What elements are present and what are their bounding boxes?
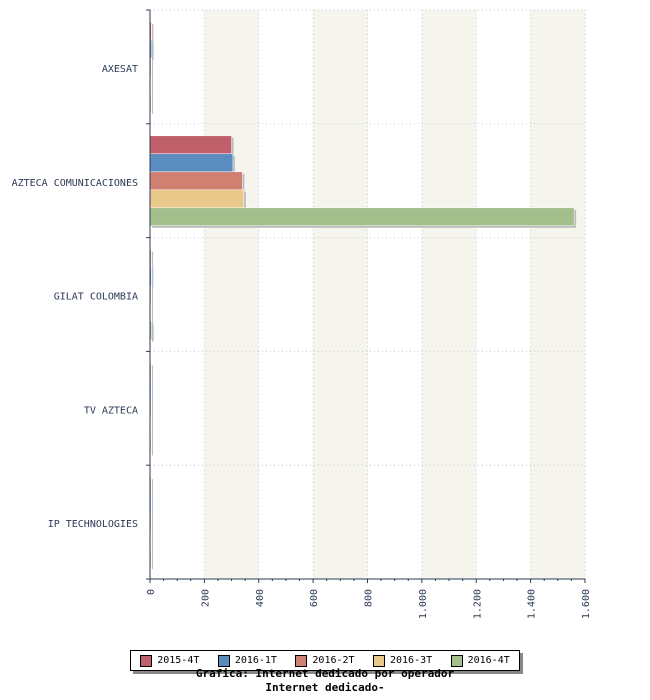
bar-shadow xyxy=(152,479,153,498)
grid-bands xyxy=(204,10,585,579)
bar-shadow xyxy=(152,323,154,342)
bar-shadow xyxy=(152,401,153,420)
bar-shadow xyxy=(152,305,153,324)
axes xyxy=(146,9,586,583)
legend-swatch xyxy=(450,654,463,667)
legend-swatch xyxy=(217,654,230,667)
bar-shadow xyxy=(152,533,153,552)
bar-2016-2T xyxy=(149,171,243,191)
bar-shadow xyxy=(152,551,153,570)
tick-labels: 0 200 400 600 800 1.000 1.200 1.400 1.600 xyxy=(146,589,592,619)
chart-subtitle: Internet dedicado- xyxy=(265,681,385,694)
bar-chart: AXESAT AZTECA COMUNICACIONES GILAT COLOMBI… xyxy=(12,9,592,619)
legend-swatch xyxy=(373,654,385,667)
category-label: AZTECA COMUNICACIONES xyxy=(12,178,138,189)
x-tick-label: 200 xyxy=(200,589,211,607)
grid-band xyxy=(313,10,368,579)
bar-shadow xyxy=(152,24,154,42)
x-tick-label: 400 xyxy=(255,589,266,607)
bar-shadow xyxy=(152,78,153,96)
bar-2015-4T xyxy=(149,135,232,155)
bar-shadow xyxy=(152,60,153,78)
bar-shadow xyxy=(152,437,153,456)
bar-shadow xyxy=(152,287,153,306)
legend: 2015-4T 2016-1T 2016-2T 2016-3T 2016-4T xyxy=(130,650,520,671)
x-tick-label: 0 xyxy=(146,589,157,595)
bar-shadow xyxy=(152,42,154,60)
chart-title: Grafica: Internet dedicado por operador xyxy=(195,667,455,680)
grid-band xyxy=(421,10,477,579)
legend-item: 2016-1T xyxy=(217,654,277,667)
bar-shadow xyxy=(152,515,153,534)
bar-2016-3T xyxy=(149,189,245,209)
bar-shadow xyxy=(152,383,153,402)
category-labels: AXESAT AZTECA COMUNICACIONES GILAT COLOMBI… xyxy=(12,64,138,530)
x-tick-label: 1.600 xyxy=(581,589,592,619)
bar-shadow xyxy=(152,419,153,438)
legend-label: 2016-1T xyxy=(234,655,277,666)
category-label: AXESAT xyxy=(102,64,138,75)
legend-swatch xyxy=(295,654,308,667)
legend-label: 2016-3T xyxy=(390,655,433,666)
bar-2016-4T xyxy=(149,207,575,227)
bar-shadow xyxy=(152,96,153,114)
bar-shadow xyxy=(152,269,154,288)
x-tick-label: 1.400 xyxy=(527,589,538,619)
bar-shadow xyxy=(152,365,153,384)
legend-item: 2016-3T xyxy=(373,654,433,667)
legend-item: 2016-4T xyxy=(450,654,510,667)
category-label: GILAT COLOMBIA xyxy=(54,292,138,303)
legend-item: 2016-2T xyxy=(295,654,355,667)
category-label: TV AZTECA xyxy=(84,405,138,416)
x-tick-label: 800 xyxy=(364,589,375,607)
x-tick-label: 600 xyxy=(309,589,320,607)
x-tick-label: 1.200 xyxy=(472,589,483,619)
legend-label: 2016-4T xyxy=(467,655,510,666)
grid-band xyxy=(204,10,259,579)
x-tick-label: 1.000 xyxy=(418,589,429,619)
legend-label: 2015-4T xyxy=(157,655,200,666)
legend-item: 2015-4T xyxy=(140,654,200,667)
legend-swatch xyxy=(140,654,153,667)
category-label: IP TECHNOLOGIES xyxy=(48,519,138,530)
bar-2016-1T xyxy=(149,153,234,173)
bar-shadow xyxy=(152,497,153,516)
legend-label: 2016-2T xyxy=(312,655,355,666)
grid-band xyxy=(530,10,585,579)
bar-shadow xyxy=(152,251,154,270)
